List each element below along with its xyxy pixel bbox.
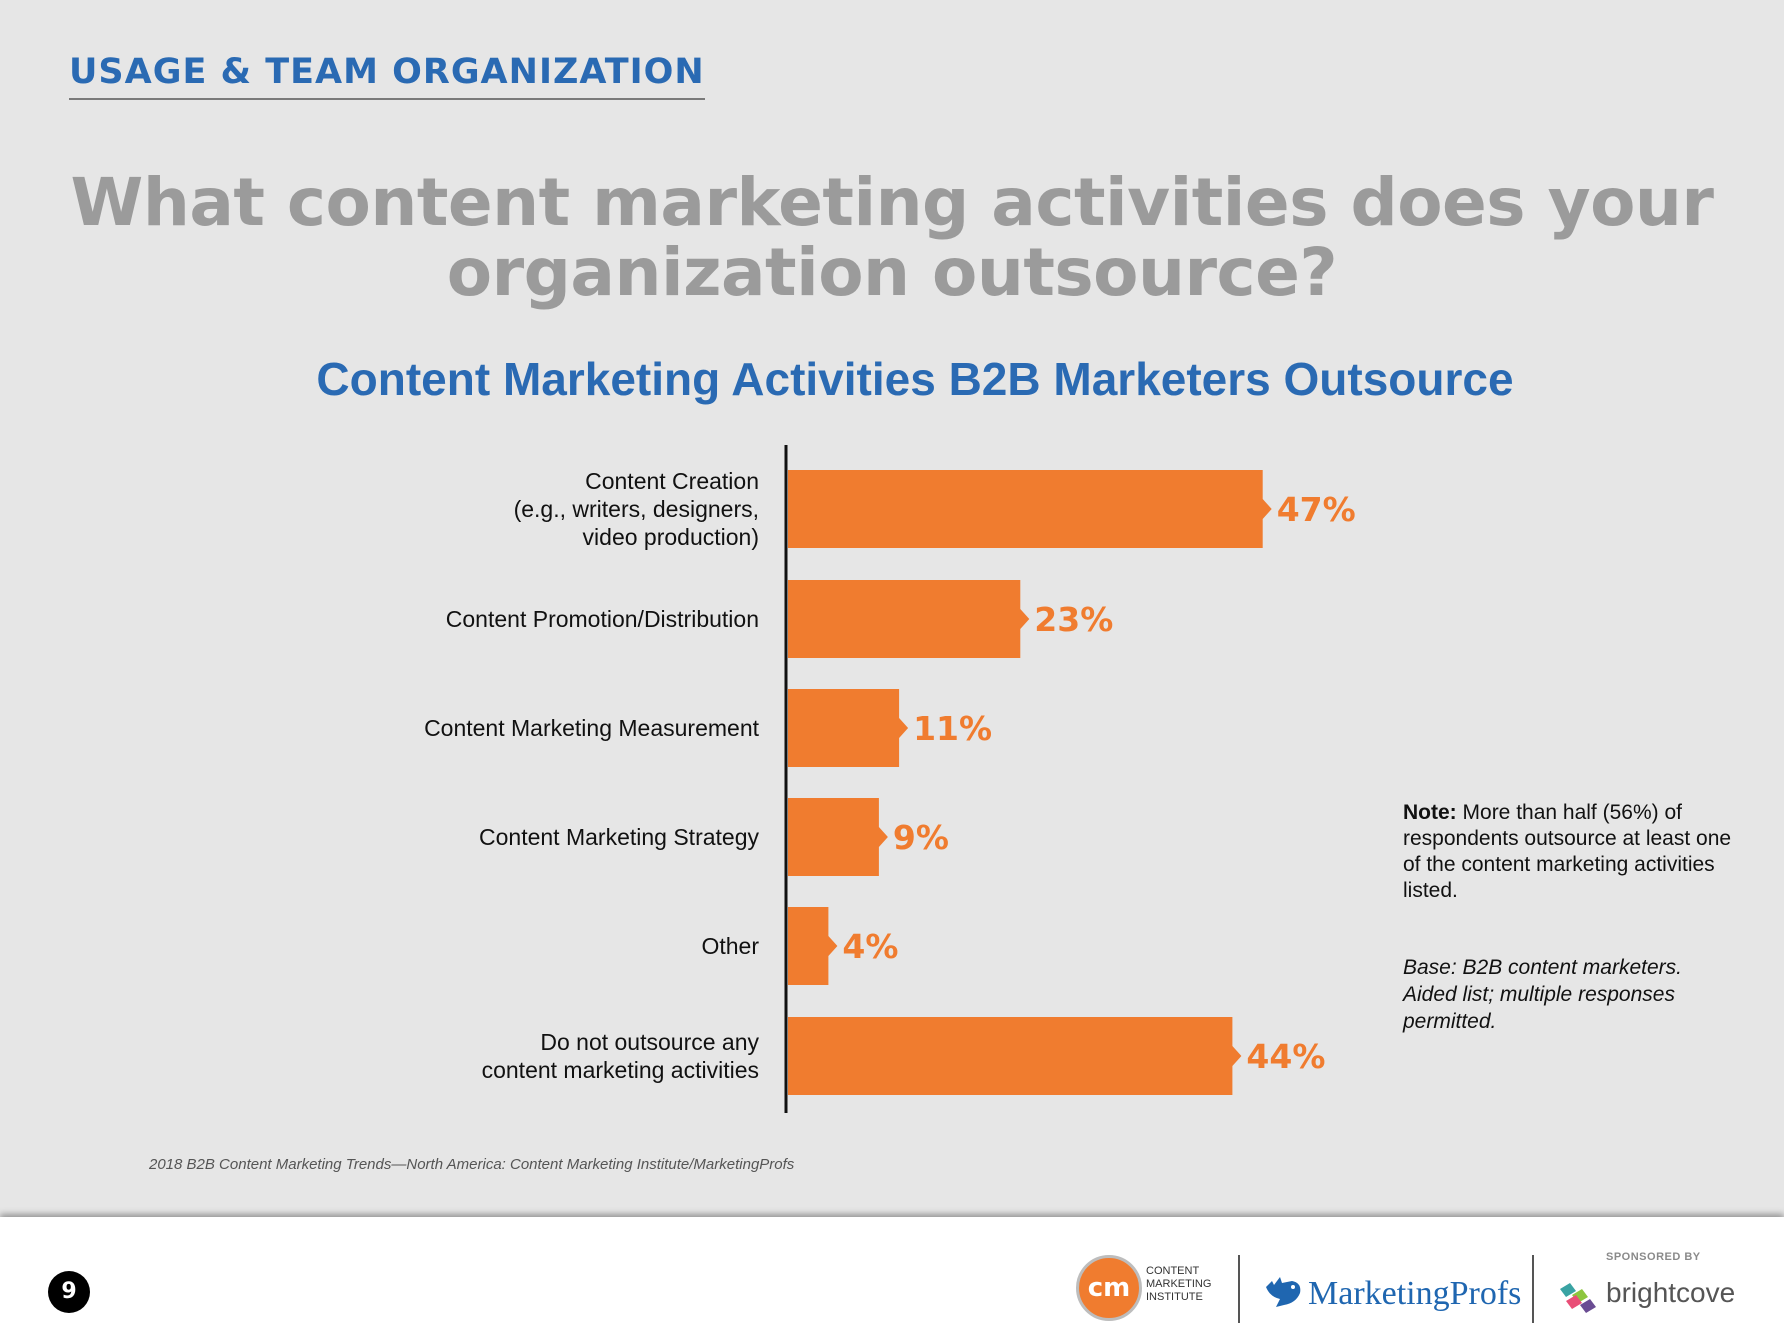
- category-label-2-0: Content Marketing Measurement: [424, 715, 760, 741]
- footer-divider: [1238, 1255, 1240, 1323]
- category-label-1-0: Content Promotion/Distribution: [446, 606, 759, 632]
- value-label-5: 44%: [1246, 1037, 1325, 1076]
- marketingprofs-text: MarketingProfs: [1308, 1275, 1522, 1312]
- value-label-3: 9%: [893, 818, 949, 857]
- brightcove-icon: [1560, 1283, 1596, 1313]
- bar-5: [788, 1017, 1242, 1095]
- category-label-4-0: Other: [701, 933, 759, 959]
- sponsored-by-label: SPONSORED BY: [1606, 1251, 1701, 1263]
- value-label-0: 47%: [1277, 490, 1356, 529]
- cmi-line-3: INSTITUTE: [1146, 1291, 1203, 1303]
- cmi-logo: cm CONTENT MARKETING INSTITUTE: [1076, 1255, 1216, 1321]
- bar-4: [788, 907, 838, 985]
- sponsor-logo: SPONSORED BY brightcove: [1556, 1251, 1756, 1321]
- footer: 9 cm CONTENT MARKETING INSTITUTE Marketi…: [0, 1217, 1784, 1326]
- category-label-0-0: Content Creation: [585, 468, 759, 494]
- page-number: 9: [48, 1271, 90, 1313]
- value-label-1: 23%: [1034, 600, 1113, 639]
- category-label-0-2: video production): [583, 524, 759, 550]
- footer-divider-2: [1532, 1255, 1534, 1323]
- note-label: Note:: [1403, 801, 1457, 824]
- source-citation: 2018 B2B Content Marketing Trends—North …: [149, 1156, 795, 1173]
- cmi-logo-text: CONTENT MARKETING INSTITUTE: [1146, 1265, 1226, 1304]
- bar-3: [788, 798, 888, 876]
- page-question: What content marketing activities does y…: [0, 168, 1784, 308]
- category-label-5-0: Do not outsource any: [540, 1029, 759, 1055]
- chart-title: Content Marketing Activities B2B Markete…: [316, 353, 1514, 405]
- cmi-line-2: MARKETING: [1146, 1278, 1212, 1290]
- category-label-0-1: (e.g., writers, designers,: [514, 496, 759, 522]
- note-text: More than half (56%) of respondents outs…: [1403, 801, 1732, 902]
- bar-2: [788, 689, 909, 767]
- value-label-4: 4%: [842, 927, 898, 966]
- cmi-logo-icon: cm: [1076, 1255, 1142, 1321]
- section-title: USAGE & TEAM ORGANIZATION: [69, 52, 705, 100]
- value-label-2: 11%: [913, 709, 992, 748]
- bar-0: [788, 470, 1272, 548]
- category-label-5-1: content marketing activities: [482, 1057, 759, 1083]
- cmi-line-1: CONTENT: [1146, 1265, 1200, 1277]
- base-text: Base: B2B content marketers. Aided list;…: [1403, 956, 1682, 1033]
- bar-1: [788, 580, 1030, 658]
- note-box: Note: More than half (56%) of respondent…: [1403, 800, 1733, 904]
- question-line-1: What content marketing activities does y…: [70, 164, 1714, 241]
- bird-icon: [1266, 1277, 1301, 1307]
- brightcove-text: brightcove: [1606, 1277, 1736, 1308]
- marketingprofs-logo: MarketingProfs: [1262, 1267, 1522, 1317]
- bar-chart: 47% Content Creation(e.g., writers, desig…: [424, 445, 1356, 1113]
- question-line-2: organization outsource?: [446, 234, 1338, 311]
- category-label-3-0: Content Marketing Strategy: [479, 824, 759, 850]
